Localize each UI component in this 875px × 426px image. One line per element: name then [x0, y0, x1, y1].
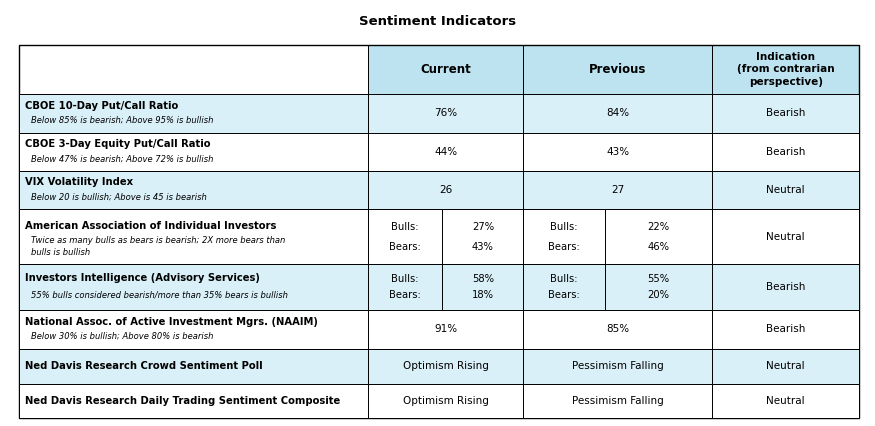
Bar	[523, 94, 712, 132]
Text: 43%: 43%	[472, 242, 494, 251]
Bar	[712, 310, 859, 348]
Text: Ned Davis Research Daily Trading Sentiment Composite: Ned Davis Research Daily Trading Sentime…	[25, 396, 340, 406]
Text: 55% bulls considered bearish/more than 35% bears is bullish: 55% bulls considered bearish/more than 3…	[31, 291, 289, 300]
Text: Neutral: Neutral	[766, 396, 805, 406]
Bar	[368, 209, 443, 264]
Text: 27%: 27%	[472, 222, 494, 232]
Text: CBOE 10-Day Put/Call Ratio: CBOE 10-Day Put/Call Ratio	[25, 101, 178, 111]
Text: Bears:: Bears:	[389, 291, 421, 300]
Bar	[712, 348, 859, 383]
Text: Bearish: Bearish	[766, 282, 805, 292]
Bar	[523, 348, 712, 383]
Text: National Assoc. of Active Investment Mgrs. (NAAIM): National Assoc. of Active Investment Mgr…	[25, 317, 318, 327]
Text: Bears:: Bears:	[548, 242, 580, 251]
Bar	[368, 310, 523, 348]
Bar	[19, 348, 367, 383]
Bar	[19, 45, 367, 94]
Text: 44%: 44%	[434, 147, 457, 157]
Bar	[19, 264, 367, 310]
Text: Bulls:: Bulls:	[550, 274, 578, 284]
Bar	[712, 45, 859, 94]
Bar	[523, 264, 605, 310]
Text: 43%: 43%	[606, 147, 629, 157]
Bar	[19, 310, 367, 348]
Bar	[523, 383, 712, 418]
Bar	[368, 383, 523, 418]
Text: Sentiment Indicators: Sentiment Indicators	[359, 15, 516, 28]
Bar	[443, 209, 523, 264]
Text: Below 20 is bullish; Above is 45 is bearish: Below 20 is bullish; Above is 45 is bear…	[31, 193, 207, 201]
Bar	[19, 132, 367, 171]
Text: 20%: 20%	[648, 291, 669, 300]
Bar	[523, 171, 712, 209]
Text: 76%: 76%	[434, 108, 457, 118]
Text: CBOE 3-Day Equity Put/Call Ratio: CBOE 3-Day Equity Put/Call Ratio	[25, 139, 211, 149]
Bar	[523, 45, 712, 94]
Bar	[712, 209, 859, 264]
Text: Bulls:: Bulls:	[391, 222, 419, 232]
Text: VIX Volatility Index: VIX Volatility Index	[25, 178, 134, 187]
Text: Bulls:: Bulls:	[550, 222, 578, 232]
Bar	[368, 264, 443, 310]
Text: Optimism Rising: Optimism Rising	[402, 396, 488, 406]
Text: Bears:: Bears:	[389, 242, 421, 251]
Bar	[712, 94, 859, 132]
Bar	[523, 132, 712, 171]
Text: Below 30% is bullish; Above 80% is bearish: Below 30% is bullish; Above 80% is beari…	[31, 332, 214, 341]
Text: Previous: Previous	[589, 63, 647, 76]
Text: Pessimism Falling: Pessimism Falling	[572, 361, 663, 371]
Bar	[712, 132, 859, 171]
Bar	[368, 132, 523, 171]
Bar	[368, 171, 523, 209]
Bar	[443, 264, 523, 310]
Text: 85%: 85%	[606, 325, 629, 334]
Text: Ned Davis Research Crowd Sentiment Poll: Ned Davis Research Crowd Sentiment Poll	[25, 361, 263, 371]
Text: Bearish: Bearish	[766, 325, 805, 334]
Text: 55%: 55%	[648, 274, 669, 284]
Bar	[605, 264, 712, 310]
Bar	[19, 45, 859, 418]
Bar	[368, 45, 523, 94]
Text: Bearish: Bearish	[766, 147, 805, 157]
Bar	[368, 348, 523, 383]
Text: 18%: 18%	[472, 291, 494, 300]
Text: Neutral: Neutral	[766, 361, 805, 371]
Text: Twice as many bulls as bears is bearish; 2X more bears than
bulls is bullish: Twice as many bulls as bears is bearish;…	[31, 236, 286, 256]
Bar	[712, 171, 859, 209]
Text: 84%: 84%	[606, 108, 629, 118]
Bar	[19, 94, 367, 132]
Text: Bears:: Bears:	[548, 291, 580, 300]
Bar	[19, 383, 367, 418]
Text: Neutral: Neutral	[766, 185, 805, 195]
Text: Indication
(from contrarian
perspective): Indication (from contrarian perspective)	[737, 52, 835, 87]
Text: Optimism Rising: Optimism Rising	[402, 361, 488, 371]
Bar	[523, 310, 712, 348]
Bar	[712, 383, 859, 418]
Text: Bulls:: Bulls:	[391, 274, 419, 284]
Bar	[19, 171, 367, 209]
Text: American Association of Individual Investors: American Association of Individual Inves…	[25, 221, 276, 231]
Text: Bearish: Bearish	[766, 108, 805, 118]
Text: Below 85% is bearish; Above 95% is bullish: Below 85% is bearish; Above 95% is bulli…	[31, 116, 214, 125]
Text: Current: Current	[420, 63, 471, 76]
Text: Investors Intelligence (Advisory Services): Investors Intelligence (Advisory Service…	[25, 273, 260, 283]
Text: Pessimism Falling: Pessimism Falling	[572, 396, 663, 406]
Text: 27: 27	[611, 185, 625, 195]
Text: 46%: 46%	[648, 242, 669, 251]
Bar	[605, 209, 712, 264]
Bar	[19, 209, 367, 264]
Text: Neutral: Neutral	[766, 232, 805, 242]
Bar	[523, 209, 605, 264]
Text: 26: 26	[439, 185, 452, 195]
Text: 58%: 58%	[472, 274, 494, 284]
Bar	[368, 94, 523, 132]
Text: 91%: 91%	[434, 325, 457, 334]
Text: Below 47% is bearish; Above 72% is bullish: Below 47% is bearish; Above 72% is bulli…	[31, 154, 214, 163]
Text: 22%: 22%	[648, 222, 669, 232]
Bar	[712, 264, 859, 310]
